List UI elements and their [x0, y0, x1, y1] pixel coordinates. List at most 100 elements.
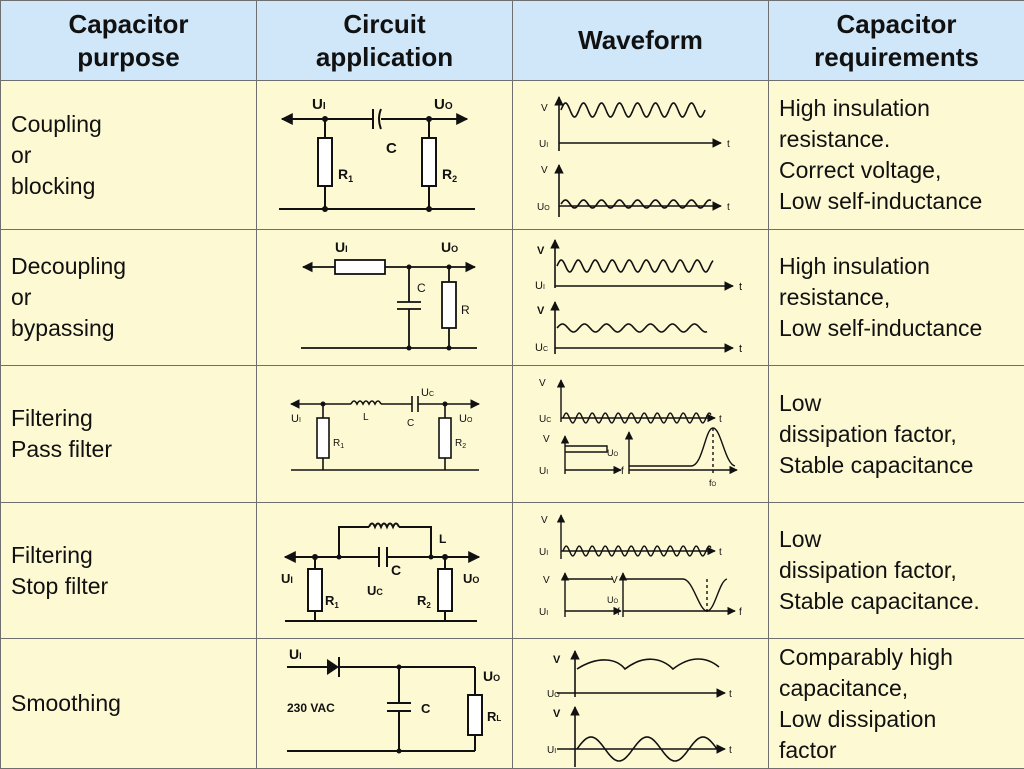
- header-circuit: Circuit application: [257, 1, 513, 81]
- purpose-line: Stop filter: [11, 571, 256, 602]
- purpose-line: Pass filter: [11, 434, 256, 465]
- u-out-label: U: [434, 96, 445, 113]
- header-requirements: Capacitor requirements: [769, 1, 1024, 81]
- svg-text:UC: UC: [535, 342, 548, 354]
- purpose-line: bypassing: [11, 313, 256, 344]
- svg-text:UO: UO: [441, 239, 458, 255]
- uo-sub: O: [614, 599, 619, 605]
- svg-text:UI: UI: [281, 571, 293, 586]
- svg-text:UI: UI: [535, 280, 545, 292]
- circuit-cell: UI UO 230 VAC C RL: [257, 639, 513, 769]
- requirement-line: Comparably high: [779, 642, 1024, 673]
- r2-sub: 2: [426, 601, 431, 610]
- v-label: V: [541, 103, 548, 114]
- v-label: V: [611, 575, 618, 586]
- stop-filter-circuit-diagram: UI UO L C UC R1 R2: [257, 503, 512, 638]
- t-label: t: [729, 745, 732, 756]
- u-sub: C: [543, 346, 548, 353]
- u-in-label: U: [281, 571, 290, 586]
- purpose-cell: Filtering Pass filter: [1, 366, 257, 503]
- u-label: U: [539, 547, 546, 558]
- svg-text:R1: R1: [338, 166, 353, 184]
- coupling-waveform-plot: V UI t V UO t: [513, 81, 768, 229]
- u-out-sub: O: [467, 417, 473, 424]
- rl-sub: L: [496, 714, 501, 723]
- waveform-cell: V UI t V V UO UI f f: [513, 503, 769, 639]
- svg-text:R2: R2: [455, 438, 466, 450]
- requirements-cell: High insulation resistance. Correct volt…: [769, 81, 1024, 230]
- u-sub: I: [554, 748, 556, 755]
- r2-label: R: [442, 166, 452, 182]
- u-out-label: U: [459, 413, 467, 425]
- header-line: Capacitor: [769, 8, 1024, 41]
- t-label: t: [739, 343, 742, 355]
- svg-text:UI: UI: [539, 466, 548, 477]
- row-smoothing: Smoothing UI: [1, 639, 1024, 769]
- svg-text:UO: UO: [434, 96, 453, 113]
- pass-filter-waveform-plot: V UC t V UO UI f fO: [513, 366, 768, 502]
- coupling-circuit-diagram: UI UO C R1 R2: [257, 81, 512, 229]
- svg-text:R1: R1: [333, 438, 344, 450]
- row-coupling: Coupling or blocking: [1, 81, 1024, 230]
- purpose-cell: Decoupling or bypassing: [1, 230, 257, 366]
- r2-sub: 2: [452, 174, 457, 184]
- r2-sub: 2: [462, 443, 466, 450]
- c-label: C: [421, 701, 431, 716]
- waveform-cell: V UI t V UC t: [513, 230, 769, 366]
- requirement-line: resistance.: [779, 124, 1024, 155]
- waveform-trace: [557, 260, 713, 272]
- v-label: V: [539, 378, 546, 389]
- svg-text:UI: UI: [289, 646, 302, 662]
- stop-filter-waveform-plot: V UI t V V UO UI f f: [513, 503, 768, 638]
- u1-sub: I: [546, 469, 548, 476]
- c-label: C: [386, 140, 397, 157]
- svg-text:R1: R1: [325, 593, 339, 610]
- v-label: V: [537, 245, 545, 257]
- decoupling-circuit-diagram: UI UO C R: [257, 230, 512, 365]
- requirement-line: resistance,: [779, 282, 1024, 313]
- uc-sub: C: [546, 417, 551, 424]
- r1-sub: 1: [334, 601, 339, 610]
- u-label: U: [547, 689, 554, 700]
- purpose-cell: Filtering Stop filter: [1, 503, 257, 639]
- purpose-line: Filtering: [11, 403, 256, 434]
- smoothing-circuit-diagram: UI UO 230 VAC C RL: [257, 639, 512, 768]
- requirements-cell: Low dissipation factor, Stable capacitan…: [769, 503, 1024, 639]
- uc-label: U: [539, 414, 546, 425]
- svg-text:UI: UI: [539, 607, 548, 618]
- t-label: t: [739, 281, 742, 293]
- u-in-sub: I: [299, 417, 301, 424]
- u-label: U: [547, 745, 554, 756]
- purpose-line: Smoothing: [11, 688, 256, 719]
- header-line: purpose: [1, 41, 256, 74]
- purpose-cell: Coupling or blocking: [1, 81, 257, 230]
- waveform-trace: [557, 324, 707, 332]
- u-in-sub: I: [290, 575, 293, 585]
- header-line: Capacitor: [1, 8, 256, 41]
- requirement-line: Correct voltage,: [779, 155, 1024, 186]
- svg-text:UO: UO: [463, 571, 479, 586]
- waveform-cell: V UC t V UO UI f fO: [513, 366, 769, 503]
- row-decoupling: Decoupling or bypassing: [1, 230, 1024, 366]
- u-in-label: U: [335, 239, 345, 255]
- svg-text:UI: UI: [539, 139, 548, 150]
- svg-text:UC: UC: [367, 583, 383, 598]
- c-label: C: [417, 281, 426, 295]
- u-label: U: [535, 280, 543, 292]
- header-line: requirements: [769, 41, 1024, 74]
- v-label: V: [553, 654, 561, 666]
- u-out-label: U: [483, 668, 493, 684]
- requirement-line: Stable capacitance.: [779, 586, 1024, 617]
- purpose-line: blocking: [11, 171, 256, 202]
- v-label: V: [537, 305, 545, 317]
- u-out-label: U: [463, 571, 472, 586]
- svg-text:UO: UO: [607, 448, 619, 458]
- svg-text:R2: R2: [442, 166, 457, 184]
- l-label: L: [363, 412, 369, 423]
- requirement-line: Low dissipation: [779, 704, 1024, 735]
- f-label: f: [739, 607, 742, 618]
- u-in-sub: I: [345, 244, 348, 254]
- t-label: t: [719, 547, 722, 558]
- u-sub: I: [546, 550, 548, 557]
- requirement-line: factor: [779, 735, 1024, 766]
